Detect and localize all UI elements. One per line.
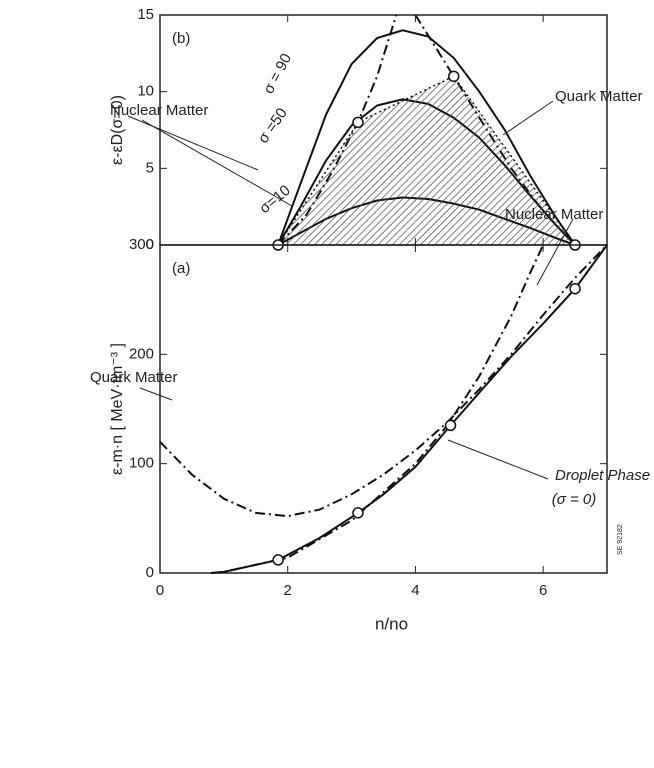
y-tick-label: 5 <box>146 159 154 176</box>
curve-label: Quark Matter <box>90 369 178 386</box>
point <box>352 116 364 129</box>
curve-label: Quark Matter <box>555 88 643 105</box>
curve-label: Nuclear Matter <box>505 206 603 223</box>
pointer <box>502 100 554 136</box>
curve <box>211 244 608 574</box>
plot-frame <box>159 244 608 574</box>
y-tick-label: 0 <box>146 564 154 581</box>
annotation: (σ = 0) <box>552 491 596 508</box>
panel-label: (a) <box>172 260 190 277</box>
curve-label: σ = 90 <box>260 51 295 97</box>
curve-label: σ =50 <box>255 105 291 147</box>
y-axis-label: ε-m·n [ MeV·fm⁻³ ] <box>109 343 126 475</box>
x-tick-label: 2 <box>284 582 292 599</box>
y-tick-label: 15 <box>137 6 154 23</box>
curve-label: Nuclear Matter <box>110 102 208 119</box>
point <box>272 554 284 566</box>
pointer <box>536 218 574 286</box>
pointer <box>141 119 293 207</box>
curve-label: σ=10 <box>256 182 294 217</box>
annotation: SE 92182 <box>617 524 624 555</box>
curve <box>159 244 608 518</box>
point <box>447 70 460 83</box>
y-tick-label: 10 <box>137 83 154 100</box>
y-tick-label: 300 <box>129 236 154 253</box>
y-tick-label: 200 <box>129 345 154 362</box>
curve-label: Droplet Phase <box>555 467 650 484</box>
point <box>569 282 581 295</box>
region-edge <box>277 75 576 246</box>
x-tick-label: 0 <box>156 582 164 599</box>
x-tick-label: 6 <box>539 582 547 599</box>
y-tick-label: 100 <box>129 455 154 472</box>
pointer <box>447 439 549 480</box>
point <box>444 419 457 432</box>
panel-label: (b) <box>172 30 190 47</box>
x-axis-label: n/no <box>375 614 408 633</box>
curve <box>211 244 545 574</box>
point <box>352 507 364 519</box>
shaded-region <box>278 76 576 245</box>
pointer <box>139 387 173 401</box>
x-tick-label: 4 <box>411 582 419 599</box>
pointer <box>127 115 259 171</box>
y-axis-label: ε-εD(σ=0) <box>109 95 126 165</box>
y-tick-label: 0 <box>146 236 154 253</box>
